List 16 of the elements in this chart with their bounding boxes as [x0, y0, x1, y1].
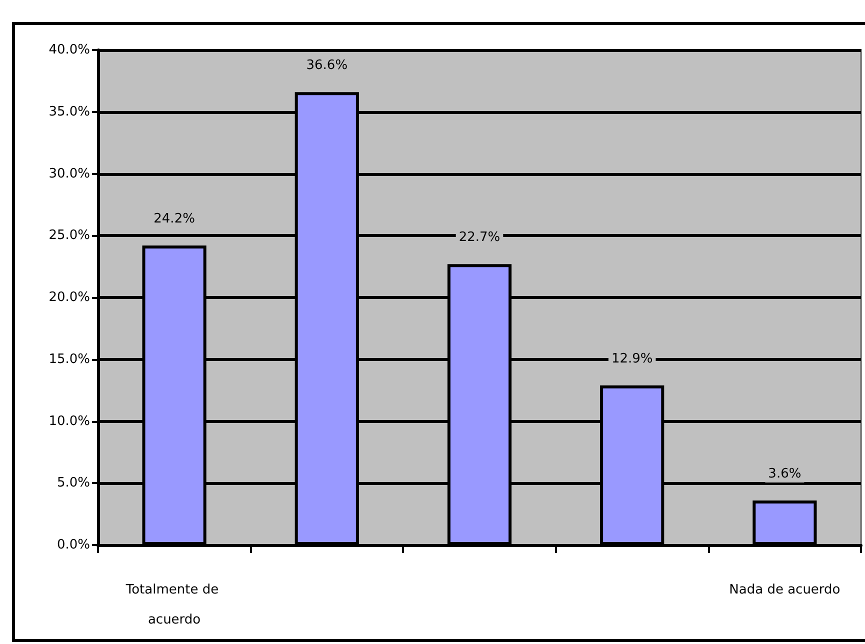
data-label: 12.9% — [611, 351, 653, 366]
y-tick-label: 15.0% — [48, 352, 90, 367]
data-label: 24.2% — [154, 212, 195, 227]
y-tick-label: 30.0% — [48, 166, 90, 182]
y-tick-label: 40.0% — [48, 42, 90, 58]
y-tick-label: 35.0% — [48, 104, 90, 120]
y-tick-label: 5.0% — [56, 476, 90, 491]
y-tick-label: 0.0% — [56, 538, 90, 552]
data-label: 3.6% — [768, 466, 802, 482]
y-tick-label: 20.0% — [48, 290, 90, 305]
y-tick-label: 25.0% — [48, 228, 90, 244]
x-tick-label: Nada de acuerdo — [729, 582, 840, 598]
data-label: 22.7% — [458, 230, 500, 246]
x-tick-label: Totalmente de acuerdo — [124, 582, 223, 628]
y-tick-label: 10.0% — [48, 414, 90, 429]
data-label: 36.6% — [306, 58, 348, 74]
